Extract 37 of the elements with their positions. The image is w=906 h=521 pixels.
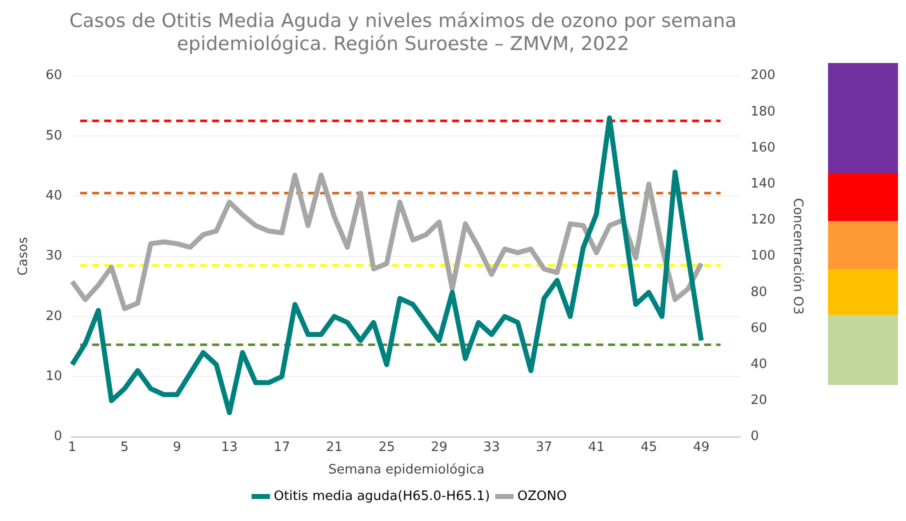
x-tick-label: 29 — [430, 440, 448, 455]
y2-tick-label: 0 — [750, 429, 759, 444]
y-axis-title: Casos — [16, 236, 32, 276]
x-tick-label: 17 — [274, 440, 290, 455]
y2-tick-label: 140 — [750, 176, 776, 192]
x-tick-label: 49 — [692, 440, 710, 455]
x-tick-label: 1 — [68, 440, 76, 455]
x-tick-label: 37 — [536, 440, 552, 455]
chart-title: Casos de Otitis Media Aguda y niveles máximos de ozono por semana epidemiológica. Región Suroeste – ZMVM, 2022 — [68, 9, 738, 56]
y2-tick-label: 60 — [750, 320, 768, 336]
y-tick-label: 10 — [46, 369, 62, 384]
y-tick-label: 50 — [46, 128, 62, 144]
y2-tick-label: 80 — [750, 284, 768, 300]
x-tick-label: 5 — [120, 440, 129, 455]
x-axis-title: Semana epidemiológica — [328, 462, 484, 478]
y2-tick-label: 100 — [750, 248, 776, 264]
y2-tick-label: 40 — [750, 356, 768, 372]
x-tick-label: 41 — [588, 440, 605, 455]
x-tick-label: 45 — [640, 440, 658, 455]
y2-axis-title: Concentración O3 — [790, 198, 805, 315]
y2-tick-label: 200 — [750, 68, 776, 84]
y2-tick-label: 120 — [750, 212, 776, 228]
x-tick-label: 9 — [172, 440, 182, 455]
legend-label: Otitis media aguda(H65.0-H65.1) — [274, 488, 490, 504]
y-tick-label: 40 — [46, 188, 62, 204]
y-tick-label: 0 — [54, 429, 62, 444]
y-tick-label: 20 — [46, 308, 62, 324]
y-tick-label: 30 — [46, 248, 62, 264]
x-tick-label: 21 — [326, 440, 343, 455]
x-tick-label: 13 — [221, 440, 238, 455]
x-tick-label: 25 — [378, 440, 395, 455]
y2-tick-label: 180 — [750, 104, 776, 120]
y2-tick-label: 160 — [750, 140, 776, 156]
x-tick-label: 33 — [483, 440, 500, 455]
y-tick-label: 60 — [46, 68, 62, 84]
y2-tick-label: 20 — [750, 393, 768, 408]
legend-label: OZONO — [517, 488, 567, 504]
